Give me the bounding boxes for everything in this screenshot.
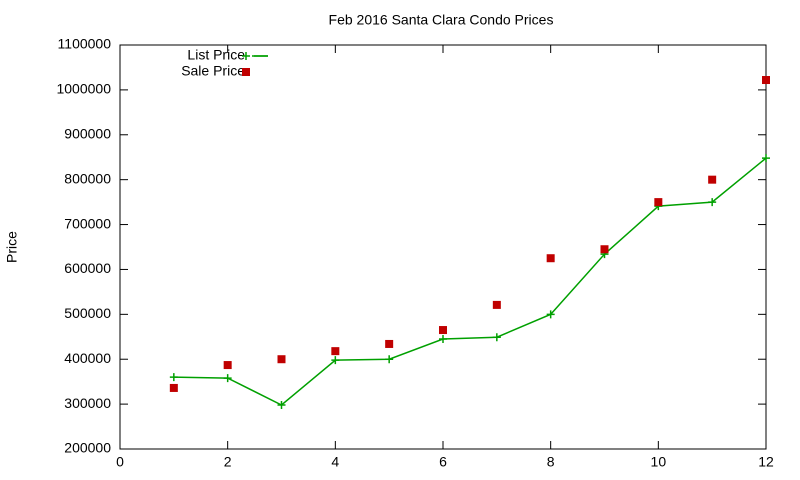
- point: [385, 355, 394, 364]
- point: [546, 310, 555, 319]
- point: [708, 198, 717, 207]
- point: [492, 333, 501, 342]
- y-tick-label: 1000000: [56, 81, 111, 97]
- x-tick-label: 8: [547, 454, 555, 470]
- x-tick-label: 10: [651, 454, 667, 470]
- point: [385, 339, 394, 348]
- point: [169, 383, 178, 392]
- legend-label: List Price: [187, 47, 245, 63]
- point: [708, 175, 717, 184]
- y-tick-label: 600000: [64, 260, 111, 276]
- legend-marker: [242, 52, 250, 60]
- point: [169, 373, 178, 382]
- y-tick-label: 300000: [64, 395, 111, 411]
- point: [223, 374, 232, 383]
- x-tick-label: 6: [439, 454, 447, 470]
- point: [762, 76, 770, 85]
- point: [331, 347, 340, 356]
- x-tick-label: 4: [331, 454, 339, 470]
- y-axis-label: Price: [4, 231, 20, 263]
- point: [439, 326, 447, 335]
- x-tick-label: 12: [758, 454, 774, 470]
- y-tick-label: 200000: [64, 440, 111, 456]
- point: [439, 335, 447, 344]
- point: [277, 355, 286, 364]
- legend-marker: [242, 68, 250, 76]
- y-tick-label: 800000: [64, 170, 111, 186]
- x-tick-label: 2: [224, 454, 232, 470]
- y-tick-label: 700000: [64, 215, 111, 231]
- y-tick-label: 900000: [64, 125, 111, 141]
- y-tick-label: 400000: [64, 350, 111, 366]
- y-tick-label: 500000: [64, 305, 111, 321]
- point: [492, 300, 501, 309]
- point: [654, 198, 663, 207]
- point: [546, 254, 555, 263]
- legend-label: Sale Price: [181, 63, 245, 79]
- point: [277, 401, 286, 410]
- point: [600, 245, 609, 254]
- x-tick-label: 0: [116, 454, 124, 470]
- y-tick-label: 1100000: [58, 36, 112, 52]
- point: [331, 356, 340, 365]
- chart-title: Feb 2016 Santa Clara Condo Prices: [329, 12, 554, 28]
- point: [223, 361, 232, 370]
- series-line: [173, 157, 767, 406]
- point: [762, 154, 770, 163]
